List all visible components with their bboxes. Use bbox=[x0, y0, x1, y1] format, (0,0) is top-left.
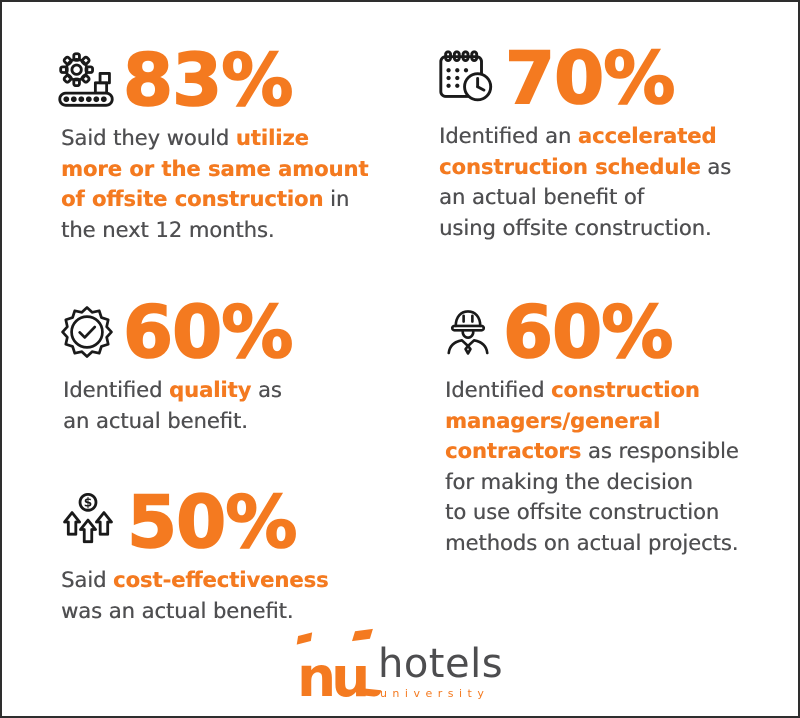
stat-value: 60% bbox=[122, 290, 294, 374]
brand-logo: nu hotels university bbox=[296, 628, 503, 710]
stat-block-cost: $ 50% Said cost-effectiveness was an act… bbox=[56, 480, 388, 626]
stat-description: Said they would utilize more or the same… bbox=[56, 123, 388, 245]
highlight-text: utilize more or the same amount of offsi… bbox=[61, 126, 369, 211]
body-text: Said they would bbox=[61, 126, 236, 150]
body-text: as an actual benefit. bbox=[63, 378, 282, 433]
quality-badge-check-icon bbox=[58, 303, 116, 361]
highlight-text: cost-effectiveness bbox=[113, 568, 329, 592]
logo-mark-text: nu bbox=[296, 645, 370, 710]
highlight-text: quality bbox=[168, 378, 252, 402]
highlight-text: construction managers/general contractor… bbox=[445, 378, 700, 463]
stat-description: Identified construction managers/general… bbox=[440, 375, 798, 558]
stat-description: Said cost-effectiveness was an actual be… bbox=[56, 565, 388, 626]
body-text: as responsible for making the decision t… bbox=[445, 439, 739, 555]
construction-manager-icon bbox=[440, 301, 496, 363]
stat-description: Identified an accelerated construction s… bbox=[434, 121, 779, 243]
logo-flag-left-icon bbox=[296, 632, 313, 645]
stat-value: 60% bbox=[502, 290, 674, 374]
logo-wordmark: hotels university bbox=[378, 644, 503, 703]
stat-header: 83% bbox=[56, 38, 388, 122]
body-text: Identified bbox=[63, 378, 169, 402]
stat-block-managers: 60% Identified construction managers/gen… bbox=[440, 290, 798, 558]
stat-value: 83% bbox=[122, 38, 294, 122]
cost-growth-arrows-icon: $ bbox=[56, 492, 120, 552]
highlight-text: accelerated construction schedule bbox=[439, 124, 717, 179]
stat-description: Identified quality as an actual benefit. bbox=[58, 375, 390, 436]
brand-tagline: university bbox=[379, 687, 490, 700]
body-text: was an actual benefit. bbox=[61, 598, 294, 623]
stat-header: 60% bbox=[58, 290, 390, 374]
stat-block-quality: 60% Identified quality as an actual bene… bbox=[58, 290, 390, 436]
stat-value: 50% bbox=[126, 480, 298, 564]
svg-text:$: $ bbox=[84, 496, 92, 510]
body-text: Identified bbox=[445, 378, 551, 402]
stat-value: 70% bbox=[504, 36, 676, 120]
stat-block-schedule: 70% Identified an accelerated constructi… bbox=[434, 36, 779, 243]
stat-header: $ 50% bbox=[56, 480, 388, 564]
body-text: Said bbox=[61, 568, 114, 592]
body-text: as an actual benefit of using offsite co… bbox=[439, 154, 732, 240]
stat-header: 70% bbox=[434, 36, 779, 120]
nu-logo-mark: nu bbox=[296, 628, 382, 710]
body-text: Identified an bbox=[439, 124, 578, 148]
logo-flag-right-icon bbox=[352, 628, 373, 642]
schedule-calendar-clock-icon bbox=[434, 47, 498, 109]
brand-name: hotels bbox=[377, 641, 504, 687]
body-text: in the next 12 months. bbox=[61, 187, 350, 242]
stat-header: 60% bbox=[440, 290, 798, 374]
manufacturing-conveyor-icon bbox=[56, 50, 116, 110]
stat-block-utilize: 83% Said they would utilize more or the … bbox=[56, 38, 388, 245]
